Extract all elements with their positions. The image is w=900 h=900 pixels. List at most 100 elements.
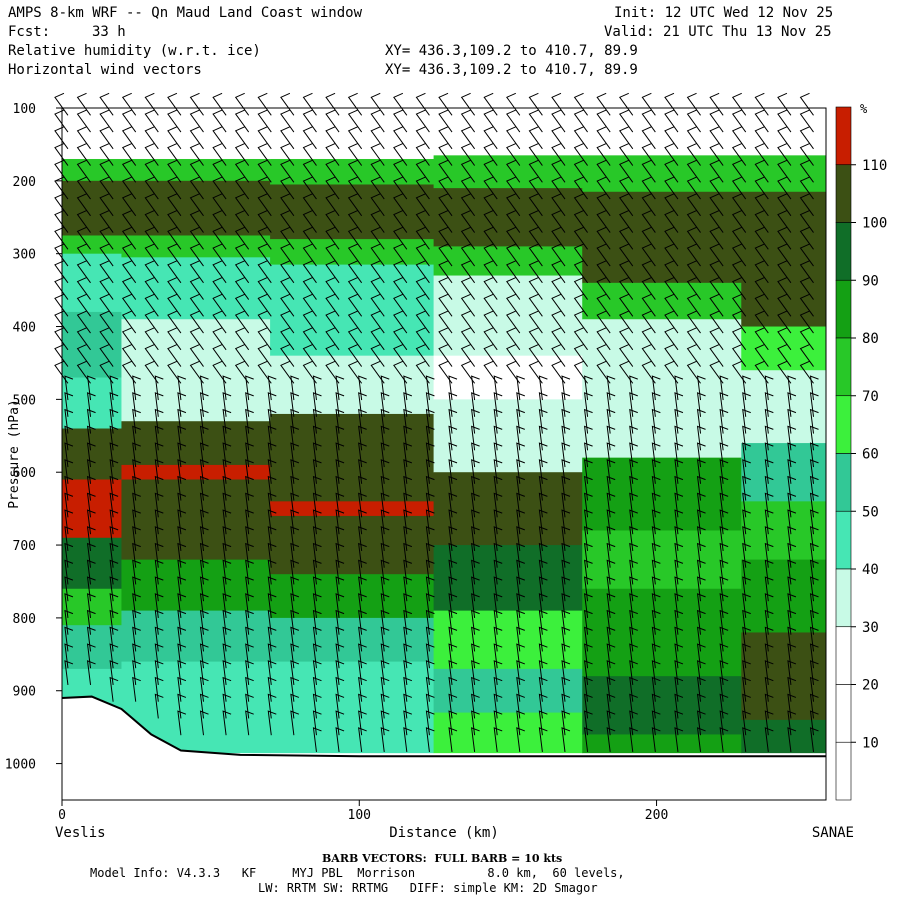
wind-barb <box>787 392 797 417</box>
rh-band <box>121 559 271 612</box>
wind-barb <box>483 277 498 300</box>
wind-barb <box>674 375 684 401</box>
wind-barb <box>290 459 300 484</box>
wind-barb <box>54 327 69 351</box>
wind-barb <box>302 243 317 267</box>
wind-barb <box>358 643 367 669</box>
wind-barb <box>403 727 413 752</box>
wind-barb <box>709 293 724 317</box>
wind-barb <box>358 392 367 417</box>
wind-barb <box>380 375 390 401</box>
wind-barb <box>280 126 295 150</box>
wind-barb <box>325 344 340 367</box>
wind-barb <box>290 375 300 401</box>
wind-barb <box>696 442 706 468</box>
wind-barb <box>709 277 724 300</box>
wind-barb <box>234 243 250 267</box>
wind-barb <box>460 293 476 317</box>
wind-barb <box>280 310 295 334</box>
x-tick-label: 100 <box>348 808 371 823</box>
wind-barb <box>493 526 503 551</box>
wind-barb <box>212 126 227 150</box>
wind-barb <box>358 593 367 618</box>
wind-barb <box>664 327 679 351</box>
wind-barb <box>212 143 227 166</box>
wind-barb <box>425 609 435 635</box>
wind-barb <box>493 693 503 719</box>
wind-barb <box>403 375 413 401</box>
wind-barb <box>606 442 616 468</box>
wind-barb <box>754 109 769 133</box>
wind-barb <box>86 559 96 585</box>
wind-barb <box>199 643 209 669</box>
wind-barb <box>799 143 814 166</box>
wind-barb <box>742 442 751 468</box>
wind-barb <box>493 609 503 635</box>
wind-barb <box>335 643 345 669</box>
wind-barb <box>222 576 232 602</box>
wind-barb <box>189 293 204 317</box>
wind-barb <box>493 459 503 484</box>
wind-barb <box>189 360 204 384</box>
wind-barb <box>787 408 797 434</box>
wind-barb <box>335 727 345 752</box>
wind-barb <box>742 710 751 736</box>
wind-barb <box>573 176 588 200</box>
wind-barb <box>538 425 548 451</box>
wind-barb <box>664 210 679 233</box>
wind-barb <box>696 593 706 618</box>
wind-barb <box>777 310 792 334</box>
colorbar-label: 110 <box>862 158 887 174</box>
wind-barb <box>686 243 701 267</box>
wind-barb <box>132 375 141 401</box>
colorbar-label: 30 <box>862 620 879 636</box>
rh-band <box>62 158 122 182</box>
wind-barb <box>809 676 819 702</box>
wind-barb <box>754 210 769 233</box>
wind-barb <box>719 475 729 501</box>
rh-band <box>121 180 271 236</box>
wind-barb <box>212 327 227 351</box>
wind-barb <box>370 243 385 267</box>
wind-barb <box>335 676 345 702</box>
wind-barb <box>154 492 164 518</box>
wind-barb <box>448 609 458 635</box>
wind-barb <box>76 126 91 150</box>
wind-barb <box>358 442 367 468</box>
x-end-label: SANAE <box>812 825 854 841</box>
wind-barb <box>144 210 159 233</box>
wind-barb <box>493 392 503 417</box>
wind-barb <box>380 609 390 635</box>
wind-barb <box>438 193 453 217</box>
wind-barb <box>121 176 137 200</box>
wind-barb <box>280 176 295 200</box>
wind-barb <box>787 509 797 535</box>
wind-barb <box>425 542 435 568</box>
wind-barb <box>742 643 751 669</box>
wind-barb <box>64 643 74 669</box>
wind-barb <box>335 609 345 635</box>
wind-barb <box>167 277 182 300</box>
wind-barb <box>267 576 277 602</box>
wind-barb <box>606 459 616 484</box>
wind-barb <box>245 459 254 484</box>
wind-barb <box>132 459 141 484</box>
wind-barb <box>471 526 480 551</box>
wind-barb <box>516 609 525 635</box>
wind-barb <box>199 509 209 535</box>
wind-barb <box>312 609 322 635</box>
colorbar-label: 100 <box>862 216 887 232</box>
wind-barb <box>222 442 232 468</box>
wind-barb <box>719 509 729 535</box>
rh-band <box>433 188 583 247</box>
wind-barb <box>583 542 593 568</box>
wind-barb <box>415 193 430 217</box>
wind-barb <box>641 159 656 183</box>
wind-barb <box>686 360 701 384</box>
wind-barb <box>312 459 322 484</box>
wind-barb <box>415 210 430 233</box>
wind-barb <box>731 327 747 351</box>
wind-barb <box>742 475 751 501</box>
wind-barb <box>641 277 656 300</box>
wind-barb <box>516 710 525 736</box>
